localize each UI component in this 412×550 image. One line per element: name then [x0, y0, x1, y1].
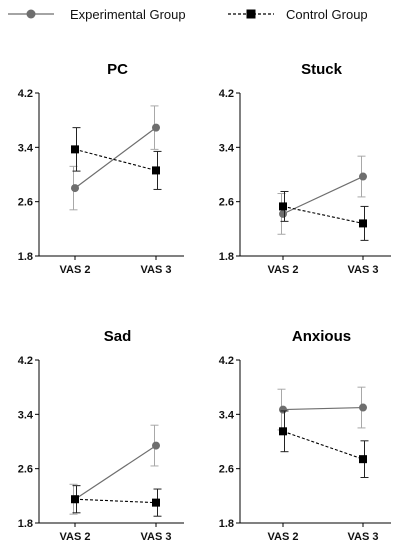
y-tick-label: 4.2 [219, 88, 234, 100]
series-line-control [282, 205, 364, 224]
y-tick-label: 1.8 [219, 251, 234, 263]
x-tick-label: VAS 2 [268, 531, 299, 543]
data-point-control [359, 455, 367, 464]
y-tick-label: 4.2 [219, 355, 234, 367]
series-line-experimental [74, 127, 157, 189]
legend: Experimental Group Control Group [8, 7, 368, 22]
series-line-experimental [74, 445, 157, 500]
data-point-experimental [152, 441, 160, 450]
y-tick-label: 1.8 [18, 518, 33, 530]
y-tick-label: 2.6 [18, 464, 33, 476]
y-tick-label: 4.2 [18, 355, 33, 367]
series-line-experimental [282, 406, 364, 411]
panels: PC 1.8 2.6 3.4 4.2 VAS 2 VAS 3 Stuck 1.8 2.6 3.4 4.… [18, 61, 391, 543]
data-point-control [71, 495, 79, 504]
x-tick-label: VAS 2 [60, 264, 91, 276]
data-point-control [359, 219, 367, 228]
y-tick-label: 1.8 [219, 518, 234, 530]
legend-control: Control Group [228, 7, 368, 22]
data-point-experimental [152, 123, 160, 132]
x-tick-label: VAS 3 [141, 264, 172, 276]
data-point-experimental [359, 403, 367, 412]
y-tick-label: 2.6 [219, 464, 234, 476]
x-tick-label: VAS 2 [268, 264, 299, 276]
x-tick-label: VAS 3 [141, 531, 172, 543]
x-tick-label: VAS 2 [60, 531, 91, 543]
data-point-control [152, 166, 160, 175]
y-tick-label: 2.6 [219, 197, 234, 209]
chart-panel-sad: Sad 1.8 2.6 3.4 4.2 VAS 2 VAS 3 [18, 328, 184, 543]
y-tick-label: 3.4 [219, 409, 235, 421]
chart-panel-pc: PC 1.8 2.6 3.4 4.2 VAS 2 VAS 3 [18, 61, 184, 276]
series-line-control [74, 148, 157, 171]
series-line-control [282, 430, 364, 460]
data-point-experimental [359, 172, 367, 181]
chart-title: Anxious [292, 328, 351, 345]
x-tick-label: VAS 3 [348, 531, 379, 543]
y-tick-label: 1.8 [18, 251, 33, 263]
y-tick-label: 2.6 [18, 197, 33, 209]
x-tick-label: VAS 3 [348, 264, 379, 276]
chart-title: Stuck [301, 61, 343, 78]
data-point-experimental [279, 405, 287, 414]
chart-title: Sad [104, 328, 132, 345]
legend-control-marker [246, 9, 256, 19]
data-point-control [71, 145, 79, 154]
y-tick-label: 4.2 [18, 88, 33, 100]
data-point-control [279, 427, 287, 436]
legend-experimental-label: Experimental Group [70, 7, 186, 22]
legend-experimental-marker [26, 9, 36, 19]
y-tick-label: 3.4 [18, 142, 34, 154]
chart-panel-anxious: Anxious 1.8 2.6 3.4 4.2 VAS 2 VAS 3 [219, 328, 391, 543]
legend-experimental: Experimental Group [8, 7, 186, 22]
chart-title: PC [107, 61, 128, 78]
y-tick-label: 3.4 [219, 142, 235, 154]
chart-panel-stuck: Stuck 1.8 2.6 3.4 4.2 VAS 2 VAS 3 [219, 61, 391, 276]
data-point-experimental [71, 184, 79, 193]
data-point-control [152, 498, 160, 507]
data-point-control [279, 202, 287, 211]
data-point-experimental [279, 209, 287, 218]
series-line-experimental [282, 175, 364, 215]
series-line-control [74, 498, 157, 504]
y-tick-label: 3.4 [18, 409, 34, 421]
legend-control-label: Control Group [286, 7, 368, 22]
